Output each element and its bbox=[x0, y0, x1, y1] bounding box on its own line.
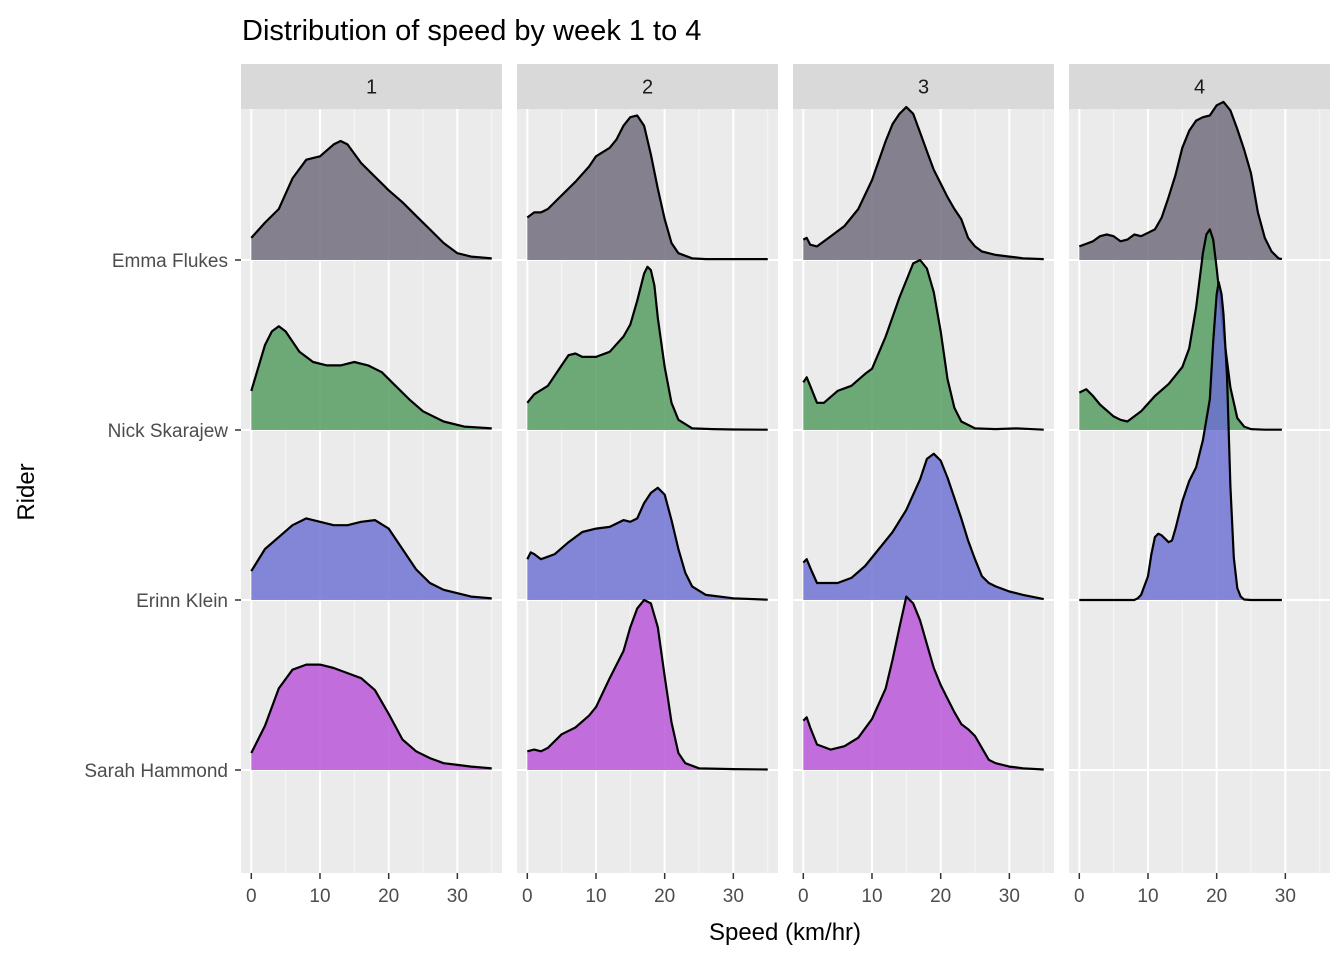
x-tick-label: 20 bbox=[1206, 886, 1227, 907]
facet-panel-4: 4 0 10 20 30 bbox=[1069, 64, 1330, 907]
x-tick-label: 0 bbox=[246, 886, 257, 907]
y-tick-label: Sarah Hammond bbox=[84, 761, 228, 782]
facet-panel-2: 20 10 20 30 bbox=[517, 64, 778, 907]
ridge-line-erinn-klein bbox=[250, 517, 492, 600]
x-tick-label: 0 bbox=[1074, 886, 1085, 907]
ridge-area-nick-skarajew bbox=[251, 326, 492, 430]
ridge-area-erinn-klein bbox=[251, 518, 492, 600]
ridge-line-nick-skarajew bbox=[526, 265, 768, 431]
facet-strip-label: 1 bbox=[366, 77, 377, 99]
ridge-line-emma-flukes bbox=[250, 139, 492, 260]
ridge-area-emma-flukes bbox=[527, 115, 768, 260]
x-tick-label: 20 bbox=[930, 886, 951, 907]
facet-panel-1: 10 10 20 30 bbox=[241, 64, 502, 907]
facet-panel-3: 30 10 20 30 bbox=[793, 64, 1054, 907]
facet-strip-label: 3 bbox=[918, 77, 929, 99]
ridge-area-sarah-hammond bbox=[803, 596, 1044, 770]
ridge-line-erinn-klein bbox=[1079, 281, 1282, 602]
x-tick-label: 0 bbox=[522, 886, 533, 907]
chart-title: Distribution of speed by week 1 to 4 bbox=[242, 15, 701, 47]
ridge-area-nick-skarajew bbox=[803, 260, 1044, 430]
facet-strip-label: 2 bbox=[642, 77, 653, 99]
x-tick-label: 10 bbox=[585, 886, 606, 907]
ridge-line-nick-skarajew bbox=[250, 325, 492, 430]
x-axis-title: Speed (km/hr) bbox=[709, 919, 861, 946]
ridge-line-sarah-hammond bbox=[527, 598, 768, 771]
x-tick-label: 20 bbox=[378, 886, 399, 907]
x-tick-label: 10 bbox=[1137, 886, 1158, 907]
ridge-area-erinn-klein bbox=[527, 487, 768, 600]
facet-strip bbox=[241, 64, 502, 109]
ridge-area-emma-flukes bbox=[1079, 101, 1282, 261]
ridge-line-emma-flukes bbox=[526, 114, 768, 261]
ridge-area-emma-flukes bbox=[251, 141, 492, 260]
ridge-area-nick-skarajew bbox=[527, 266, 768, 430]
ridge-area-sarah-hammond bbox=[527, 600, 768, 770]
facet-strip bbox=[1069, 64, 1330, 109]
x-tick-label: 30 bbox=[999, 886, 1020, 907]
ridge-line-emma-flukes bbox=[802, 105, 1044, 261]
x-tick-label: 20 bbox=[654, 886, 675, 907]
facet-strip bbox=[517, 64, 778, 109]
ridge-area-erinn-klein bbox=[803, 453, 1044, 600]
ridge-area-emma-flukes bbox=[803, 107, 1044, 260]
ridge-line-erinn-klein bbox=[526, 486, 768, 601]
x-tick-label: 30 bbox=[1275, 886, 1296, 907]
x-tick-label: 30 bbox=[447, 886, 468, 907]
ridge-line-nick-skarajew bbox=[1078, 228, 1282, 431]
ridge-area-sarah-hammond bbox=[251, 664, 492, 770]
y-tick-label: Erinn Klein bbox=[136, 591, 228, 612]
x-tick-label: 30 bbox=[723, 886, 744, 907]
x-tick-label: 0 bbox=[798, 886, 809, 907]
facet-strip bbox=[793, 64, 1054, 109]
y-axis-title: Rider bbox=[13, 463, 40, 520]
x-tick-label: 10 bbox=[309, 886, 330, 907]
ridge-area-nick-skarajew bbox=[1079, 229, 1282, 430]
ridge-line-sarah-hammond bbox=[802, 595, 1044, 771]
y-axis: Emma Flukes Nick Skarajew Erinn Klein Sarah… bbox=[84, 251, 241, 782]
y-tick-label: Emma Flukes bbox=[112, 251, 228, 272]
ridge-line-emma-flukes bbox=[1078, 100, 1283, 261]
ridge-line-nick-skarajew bbox=[802, 258, 1044, 431]
facet-strip-label: 4 bbox=[1194, 77, 1205, 99]
ridge-line-erinn-klein bbox=[802, 452, 1044, 601]
y-tick-label: Nick Skarajew bbox=[108, 421, 229, 442]
ridge-line-sarah-hammond bbox=[250, 663, 492, 770]
x-tick-label: 10 bbox=[861, 886, 882, 907]
